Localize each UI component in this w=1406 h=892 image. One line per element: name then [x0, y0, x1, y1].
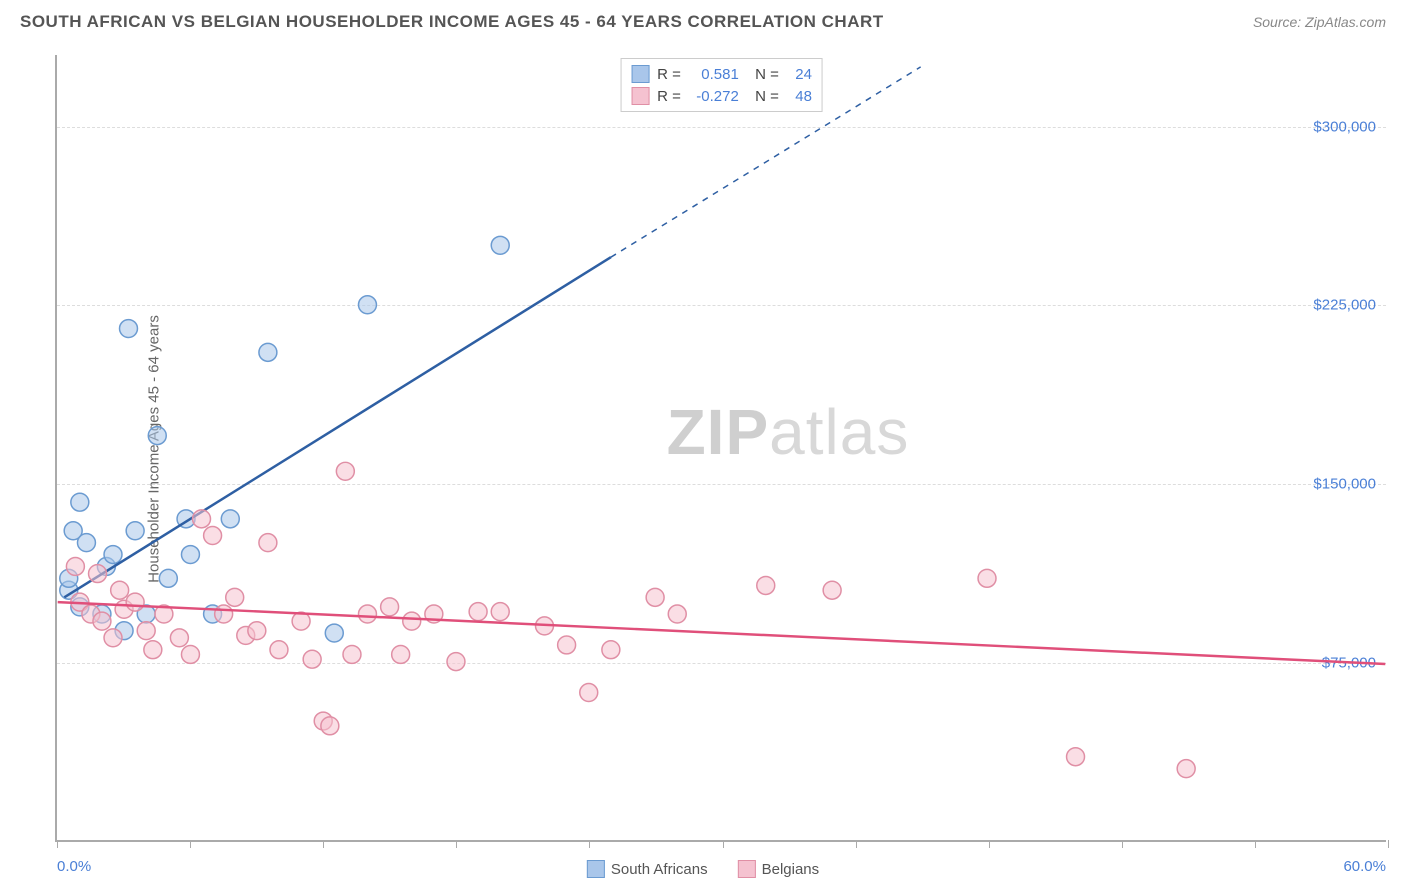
scatter-point [181, 546, 199, 564]
scatter-point [491, 603, 509, 621]
scatter-point [646, 588, 664, 606]
x-tick [190, 840, 191, 848]
scatter-point [303, 650, 321, 668]
scatter-point [668, 605, 686, 623]
scatter-point [336, 462, 354, 480]
scatter-point [580, 684, 598, 702]
scatter-point [978, 569, 996, 587]
legend-label: Belgians [762, 861, 820, 878]
x-tick [1388, 840, 1389, 848]
scatter-point [66, 557, 84, 575]
scatter-point [392, 645, 410, 663]
stat-r-value: -0.272 [689, 88, 739, 105]
scatter-point [77, 534, 95, 552]
stat-r-label: R = [657, 66, 681, 83]
scatter-point [1177, 760, 1195, 778]
x-tick [57, 840, 58, 848]
trend-line [64, 257, 611, 597]
scatter-point [259, 534, 277, 552]
stat-n-label: N = [747, 88, 779, 105]
scatter-point [602, 641, 620, 659]
x-tick [323, 840, 324, 848]
legend-item: Belgians [738, 860, 820, 878]
scatter-point [215, 605, 233, 623]
chart-title: SOUTH AFRICAN VS BELGIAN HOUSEHOLDER INC… [20, 12, 884, 32]
scatter-point [126, 522, 144, 540]
x-tick [589, 840, 590, 848]
scatter-point [89, 565, 107, 583]
scatter-point [343, 645, 361, 663]
x-tick [723, 840, 724, 848]
scatter-point [248, 622, 266, 640]
scatter-plot-svg [57, 55, 1386, 840]
scatter-point [181, 645, 199, 663]
scatter-point [221, 510, 239, 528]
legend-swatch [587, 860, 605, 878]
stat-r-label: R = [657, 88, 681, 105]
legend: South Africans Belgians [587, 860, 819, 878]
scatter-point [259, 343, 277, 361]
x-tick [856, 840, 857, 848]
scatter-point [104, 629, 122, 647]
x-axis-min-label: 0.0% [57, 858, 91, 875]
scatter-point [71, 493, 89, 511]
scatter-point [137, 622, 155, 640]
chart-container: Householder Income Ages 45 - 64 years ZI… [55, 55, 1386, 842]
plot-area: ZIPatlas $75,000$150,000$225,000$300,000… [55, 55, 1386, 842]
stats-row: R = 0.581 N = 24 [631, 63, 812, 85]
scatter-point [757, 576, 775, 594]
legend-item: South Africans [587, 860, 708, 878]
stat-r-value: 0.581 [689, 66, 739, 83]
stat-n-label: N = [747, 66, 779, 83]
correlation-stats-box: R = 0.581 N = 24 R = -0.272 N = 48 [620, 58, 823, 112]
legend-swatch [631, 87, 649, 105]
chart-source: Source: ZipAtlas.com [1253, 14, 1386, 30]
scatter-point [325, 624, 343, 642]
scatter-point [558, 636, 576, 654]
x-tick [1255, 840, 1256, 848]
scatter-point [204, 527, 222, 545]
scatter-point [126, 593, 144, 611]
legend-label: South Africans [611, 861, 708, 878]
chart-header: SOUTH AFRICAN VS BELGIAN HOUSEHOLDER INC… [0, 0, 1406, 40]
x-axis-max-label: 60.0% [1343, 858, 1386, 875]
scatter-point [321, 717, 339, 735]
scatter-point [381, 598, 399, 616]
scatter-point [144, 641, 162, 659]
legend-swatch [631, 65, 649, 83]
scatter-point [93, 612, 111, 630]
scatter-point [170, 629, 188, 647]
legend-swatch [738, 860, 756, 878]
scatter-point [491, 236, 509, 254]
scatter-point [358, 605, 376, 623]
scatter-point [226, 588, 244, 606]
scatter-point [270, 641, 288, 659]
scatter-point [447, 653, 465, 671]
scatter-point [193, 510, 211, 528]
stat-n-value: 48 [787, 88, 812, 105]
stat-n-value: 24 [787, 66, 812, 83]
scatter-point [104, 546, 122, 564]
scatter-point [111, 581, 129, 599]
x-tick [1122, 840, 1123, 848]
scatter-point [403, 612, 421, 630]
x-tick [989, 840, 990, 848]
scatter-point [120, 320, 138, 338]
scatter-point [469, 603, 487, 621]
scatter-point [148, 427, 166, 445]
x-tick [456, 840, 457, 848]
stats-row: R = -0.272 N = 48 [631, 85, 812, 107]
scatter-point [1067, 748, 1085, 766]
scatter-point [159, 569, 177, 587]
scatter-point [358, 296, 376, 314]
scatter-point [823, 581, 841, 599]
